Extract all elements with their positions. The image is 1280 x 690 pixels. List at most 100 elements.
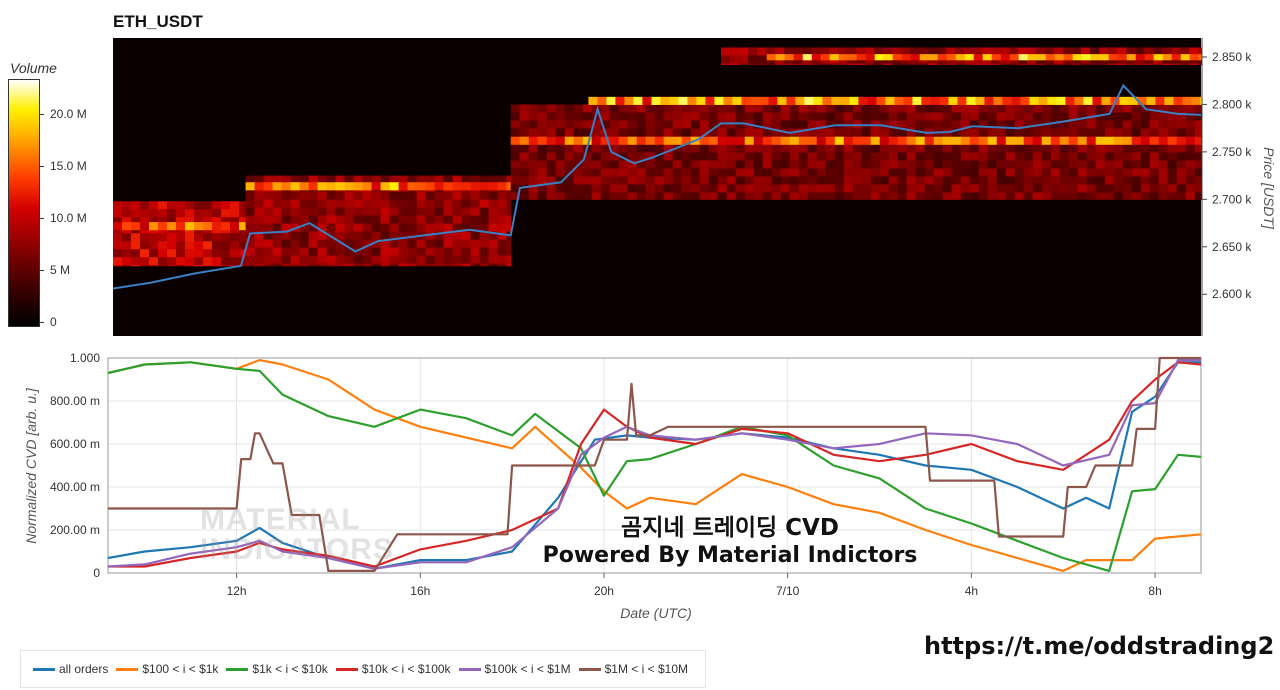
heatmap-cell [1005,104,1016,113]
heatmap-cell [636,176,647,185]
heatmap-cell [813,96,823,105]
heatmap-cell [122,201,132,210]
heatmap-cell [939,96,949,105]
heatmap-cell [1077,136,1088,145]
heatmap-cell [1038,96,1048,105]
heatmap-cell [149,217,159,226]
heatmap-cell [696,96,706,105]
heatmap-cell [735,184,746,193]
heatmap-cell [1041,104,1052,113]
heatmap-cell [519,136,530,145]
legend-item[interactable]: $100k < i < $1M [458,662,571,676]
heatmap-cell [434,255,445,265]
heatmap-cell [600,184,611,193]
heatmap-cell [582,112,593,121]
heatmap-cell [915,184,926,193]
heatmap-cell [1194,104,1202,113]
heatmap-cell [822,96,832,105]
heatmap-cell [591,136,602,145]
heatmap-cell [470,263,481,267]
heatmap-cell [470,182,481,191]
heatmap-cell [1077,144,1088,153]
heatmap-cell [488,231,499,241]
heatmap-cell [730,55,740,64]
heatmap-cell [344,191,355,201]
heatmap-cell [425,175,436,185]
heatmap-cell [717,168,728,177]
heatmap-cell [555,152,566,161]
heatmap-cell [1140,192,1151,200]
heatmap-cell [919,54,930,61]
legend-item[interactable]: $1M < i < $10M [578,662,688,676]
heatmap-cell [879,128,890,137]
legend-item[interactable]: $100 < i < $1k [116,662,218,676]
heatmap-cell [452,175,463,185]
heatmap-cell [924,176,935,185]
heatmap-cell [1086,160,1097,169]
telegram-link[interactable]: https://t.me/oddstrading2 [924,632,1275,660]
heatmap-cell [856,54,867,61]
heatmap-cell [591,104,602,113]
date-axis-label: Date (UTC) [620,605,692,621]
heatmap-cell [960,192,971,200]
heatmap-cell [1032,112,1043,121]
heatmap-cell [753,136,764,145]
heatmap-cell [1189,47,1199,56]
heatmap-cell [636,144,647,153]
heatmap-cell [906,152,917,161]
heatmap-cell [290,199,301,209]
heatmap-cell [425,215,436,225]
heatmap-cell [546,144,557,153]
heatmap-cell [380,182,391,191]
legend-item[interactable]: $1k < i < $10k [226,662,328,676]
heatmap-cell [290,207,301,217]
heatmap-cell [1104,136,1115,145]
heatmap-cell [1149,160,1160,169]
heatmap-cell [281,239,292,249]
heatmap-cell [1095,128,1106,137]
heatmap-cell [708,120,719,129]
heatmap-cell [158,265,168,267]
heatmap-cell [371,231,382,241]
heatmap-cell [398,231,409,241]
heatmap-cell [308,175,319,185]
heatmap-cell [443,199,454,209]
heatmap-cell [1041,144,1052,153]
heatmap-cell [263,231,274,241]
heatmap-cell [870,136,881,145]
heatmap-cell [636,128,647,137]
heatmap-cell [272,247,283,257]
heatmap-cell [669,96,679,105]
legend-swatch [578,667,601,671]
heatmap-cell [1020,96,1030,105]
heatmap-cell [829,63,839,66]
heatmap-cell [506,255,512,265]
heatmap-cell [699,120,710,129]
legend-item[interactable]: $10k < i < $100k [335,662,451,676]
cvd-tick-label: 600.00 m [50,437,100,451]
heatmap-cell [681,112,692,121]
heatmap-cell [1113,176,1124,185]
legend-item[interactable]: all orders [33,662,108,676]
heatmap-cell [488,239,499,249]
heatmap-cell [1198,63,1202,66]
heatmap-cell [654,184,665,193]
heatmap-cell [1185,112,1196,121]
heatmap-cell [1032,184,1043,193]
heatmap-cell [987,120,998,129]
heatmap-cell [1014,192,1025,200]
heatmap-cell [1068,104,1079,113]
heatmap-cell [140,241,150,250]
heatmap-cell [470,199,481,209]
heatmap-cell [158,217,168,226]
heatmap-cell [1068,128,1079,137]
heatmap-cell [245,182,256,191]
heatmap-cell [353,231,364,241]
heatmap-cell [849,96,859,105]
heatmap-cell [888,120,899,129]
heatmap-cell [1059,136,1070,145]
heatmap-cell [122,209,132,218]
heatmap-cell [335,215,346,225]
heatmap-cell [140,257,150,266]
heatmap-cell [780,120,791,129]
